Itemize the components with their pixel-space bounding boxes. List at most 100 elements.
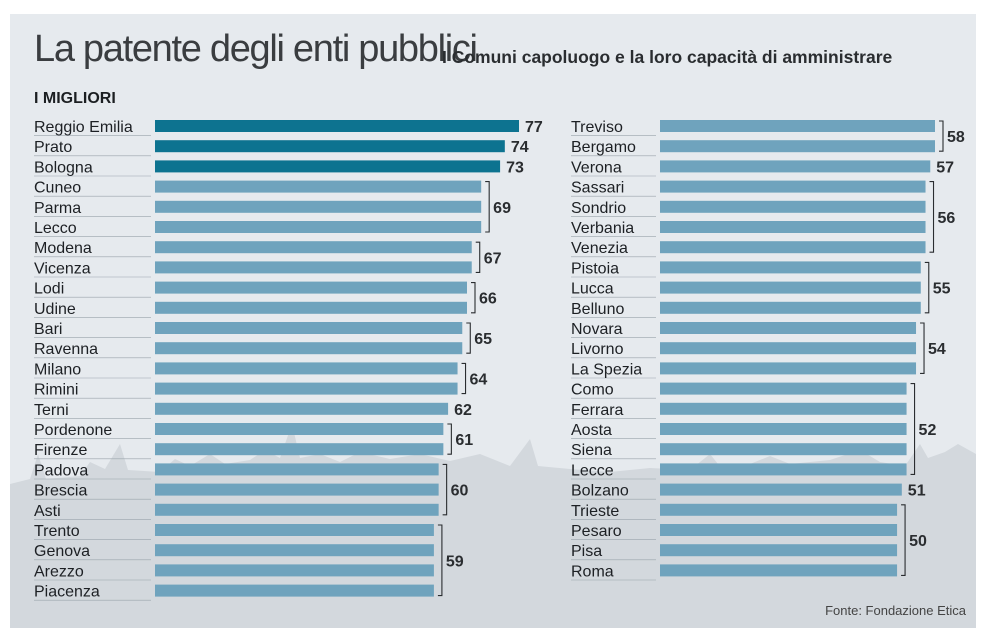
group-bracket: [939, 120, 944, 152]
group-bracket: [485, 181, 490, 233]
bar-2-13: [660, 362, 917, 375]
category-label: Firenze: [34, 442, 87, 459]
value-label: 73: [506, 159, 524, 176]
chart-subtitle: I Comuni capoluogo e la loro capacità di…: [442, 47, 893, 67]
category-label: Trento: [34, 523, 80, 540]
category-label: Pisa: [571, 543, 602, 560]
category-label: Pesaro: [571, 523, 622, 540]
bar-1-2: [155, 140, 505, 153]
source-note: Fonte: Fondazione Etica: [825, 603, 966, 618]
bar-1-21: [155, 524, 434, 536]
bar-2-5: [660, 200, 926, 213]
bar-1-11: [155, 322, 463, 334]
category-label: Ferrara: [571, 402, 624, 419]
category-label: Lodi: [34, 281, 64, 298]
chart-panel: La patente degli enti pubblici I Comuni …: [10, 14, 976, 628]
category-label: Belluno: [571, 301, 624, 318]
category-label: Reggio Emilia: [34, 119, 133, 136]
value-label: 67: [484, 250, 502, 267]
category-label: Arezzo: [34, 563, 84, 580]
bar-2-15: [660, 402, 907, 415]
bar-1-15: [155, 402, 449, 415]
category-label: Pistoia: [571, 260, 619, 277]
category-label: Livorno: [571, 341, 624, 358]
bar-2-20: [660, 503, 898, 516]
bar-1-6: [155, 221, 482, 233]
category-label: Bolzano: [571, 483, 629, 500]
value-label: 74: [511, 139, 529, 156]
value-label: 57: [936, 159, 954, 176]
value-label: 61: [455, 432, 473, 449]
bar-2-17: [660, 443, 907, 456]
value-label: 56: [938, 210, 956, 227]
bar-1-8: [155, 261, 472, 274]
category-label: Trieste: [571, 503, 619, 520]
bar-chart: Reggio Emilia Prato Bologna Cuneo Parma Lecco…: [34, 119, 965, 601]
category-label: Rimini: [34, 382, 78, 399]
category-label: Verona: [571, 159, 622, 176]
value-label: 51: [908, 483, 926, 500]
bar-1-16: [155, 423, 444, 435]
value-label: 62: [454, 402, 472, 419]
category-label: Siena: [571, 442, 612, 459]
bar-2-14: [660, 382, 907, 395]
bar-2-18: [660, 463, 907, 476]
bar-2-12: [660, 342, 917, 355]
bar-1-24: [155, 584, 434, 597]
bar-1-22: [155, 544, 434, 557]
value-label: 69: [493, 200, 511, 217]
bar-2-22: [660, 544, 898, 557]
category-label: Asti: [34, 503, 61, 520]
category-label: Brescia: [34, 483, 87, 500]
category-label: Lecce: [571, 462, 614, 479]
category-label: Novara: [571, 321, 623, 338]
category-label: Terni: [34, 402, 69, 419]
category-label: Modena: [34, 240, 92, 257]
category-label: Bologna: [34, 159, 93, 176]
category-label: Sondrio: [571, 200, 626, 217]
bar-1-7: [155, 241, 472, 254]
value-label: 60: [451, 483, 469, 500]
category-label: La Spezia: [571, 361, 642, 378]
bar-2-1: [660, 120, 935, 132]
category-label: Padova: [34, 462, 88, 479]
category-label: Vicenza: [34, 260, 91, 277]
category-label: Venezia: [571, 240, 628, 257]
value-label: 77: [525, 119, 543, 136]
category-label: Como: [571, 382, 614, 399]
bar-1-19: [155, 483, 439, 496]
bar-1-13: [155, 362, 458, 375]
group-bracket: [466, 322, 471, 354]
category-label: Lucca: [571, 281, 614, 298]
category-label: Sassari: [571, 180, 624, 197]
value-label: 54: [928, 341, 946, 358]
category-label: Milano: [34, 361, 81, 378]
bar-1-12: [155, 342, 463, 355]
section-label: I MIGLIORI: [34, 90, 116, 107]
group-bracket: [929, 181, 935, 253]
category-label: Aosta: [571, 422, 612, 439]
bar-2-3: [660, 160, 931, 173]
value-label: 59: [446, 553, 464, 570]
category-label: Bergamo: [571, 139, 636, 156]
category-label: Ravenna: [34, 341, 98, 358]
group-bracket: [924, 261, 930, 314]
category-label: Bari: [34, 321, 62, 338]
value-label: 64: [470, 372, 488, 389]
bar-1-20: [155, 503, 439, 516]
bar-2-9: [660, 281, 921, 294]
category-label: Roma: [571, 563, 614, 580]
bar-2-2: [660, 140, 935, 153]
value-label: 66: [479, 291, 497, 308]
bar-1-17: [155, 443, 444, 456]
bar-2-19: [660, 483, 902, 496]
bar-1-3: [155, 160, 501, 173]
category-label: Parma: [34, 200, 81, 217]
category-label: Prato: [34, 139, 72, 156]
group-bracket: [461, 362, 467, 395]
bar-1-9: [155, 281, 467, 294]
bar-1-10: [155, 301, 467, 314]
group-bracket: [442, 463, 448, 516]
group-bracket: [910, 383, 916, 475]
value-label: 65: [474, 331, 492, 348]
